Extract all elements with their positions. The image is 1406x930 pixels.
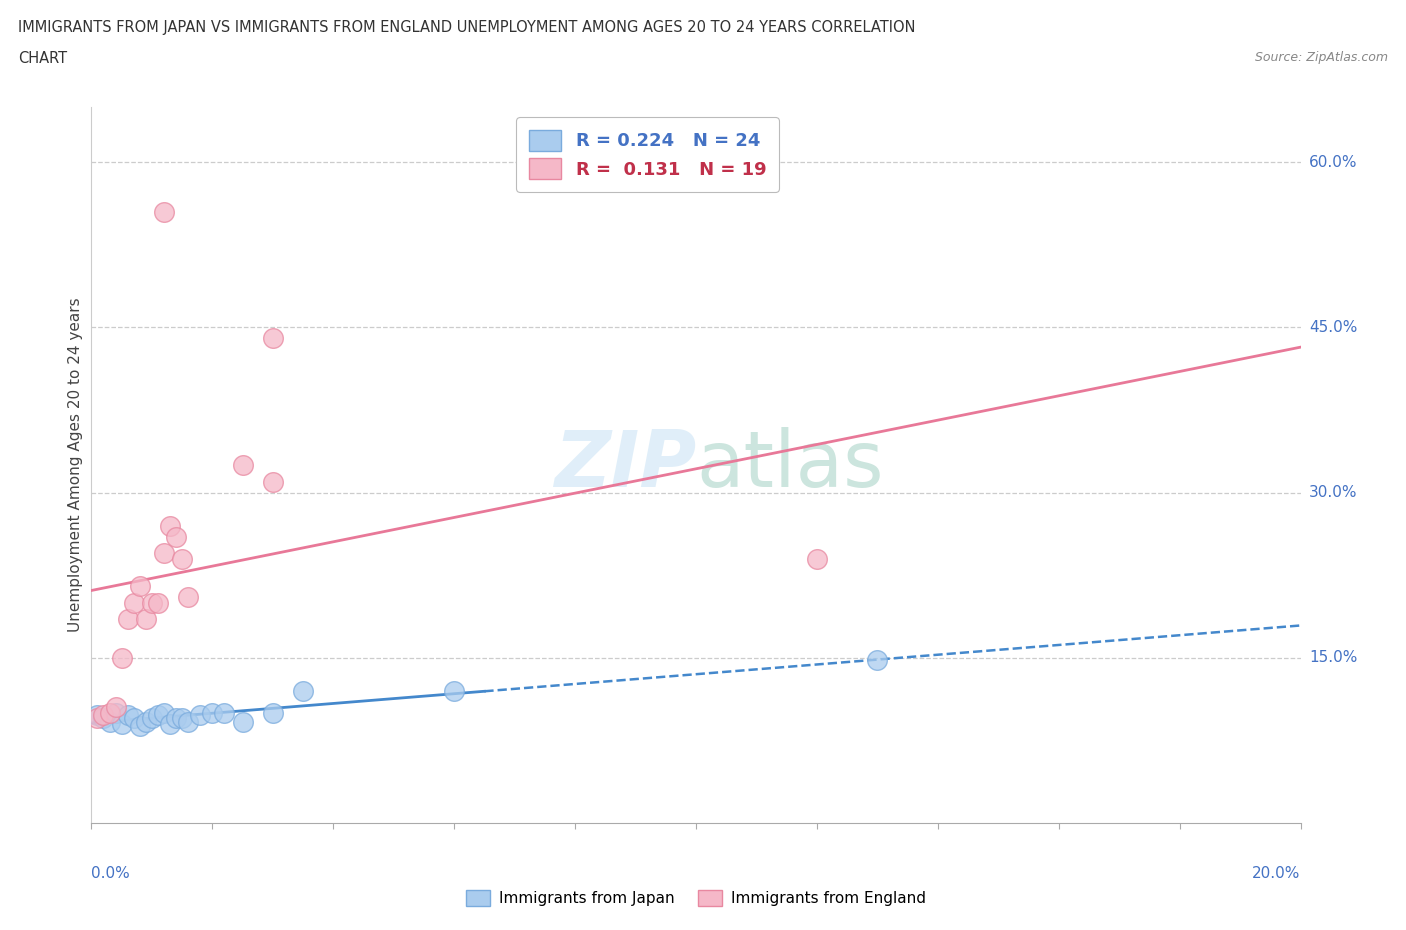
Point bbox=[443, 684, 465, 698]
Text: IMMIGRANTS FROM JAPAN VS IMMIGRANTS FROM ENGLAND UNEMPLOYMENT AMONG AGES 20 TO 2: IMMIGRANTS FROM JAPAN VS IMMIGRANTS FROM… bbox=[18, 20, 915, 35]
Point bbox=[122, 711, 145, 725]
Text: 0.0%: 0.0% bbox=[91, 866, 131, 881]
Point bbox=[201, 706, 224, 721]
Point bbox=[806, 551, 828, 566]
Point bbox=[86, 708, 108, 723]
Point bbox=[135, 612, 157, 627]
Text: ZIP: ZIP bbox=[554, 427, 696, 503]
Text: 60.0%: 60.0% bbox=[1309, 154, 1358, 169]
Point bbox=[153, 706, 176, 721]
Point bbox=[231, 458, 253, 472]
Point bbox=[128, 578, 150, 593]
Point bbox=[111, 716, 132, 731]
Point bbox=[117, 708, 139, 723]
Point bbox=[177, 714, 200, 729]
Point bbox=[98, 706, 121, 721]
Point bbox=[262, 474, 284, 489]
Point bbox=[153, 546, 176, 561]
Point bbox=[866, 653, 889, 668]
Point bbox=[93, 711, 115, 725]
Point bbox=[146, 595, 169, 610]
Point bbox=[159, 518, 181, 533]
Point bbox=[172, 711, 194, 725]
Text: 15.0%: 15.0% bbox=[1309, 650, 1357, 665]
Point bbox=[165, 711, 187, 725]
Point bbox=[159, 716, 181, 731]
Text: 45.0%: 45.0% bbox=[1309, 320, 1357, 335]
Point bbox=[141, 595, 163, 610]
Point bbox=[98, 714, 121, 729]
Point bbox=[128, 719, 150, 734]
Y-axis label: Unemployment Among Ages 20 to 24 years: Unemployment Among Ages 20 to 24 years bbox=[67, 298, 83, 632]
Point bbox=[292, 684, 315, 698]
Text: 30.0%: 30.0% bbox=[1309, 485, 1358, 500]
Point bbox=[146, 708, 169, 723]
Point bbox=[262, 331, 284, 346]
Point bbox=[141, 711, 163, 725]
Point bbox=[177, 590, 200, 604]
Text: 20.0%: 20.0% bbox=[1253, 866, 1301, 881]
Point bbox=[111, 650, 132, 665]
Point bbox=[165, 529, 187, 544]
Legend: Immigrants from Japan, Immigrants from England: Immigrants from Japan, Immigrants from E… bbox=[460, 884, 932, 912]
Point bbox=[188, 708, 211, 723]
Point bbox=[117, 612, 139, 627]
Text: atlas: atlas bbox=[696, 427, 883, 503]
Point bbox=[231, 714, 253, 729]
Text: Source: ZipAtlas.com: Source: ZipAtlas.com bbox=[1254, 51, 1388, 64]
Point bbox=[122, 595, 145, 610]
Point bbox=[172, 551, 194, 566]
Point bbox=[214, 706, 236, 721]
Point bbox=[262, 706, 284, 721]
Point bbox=[86, 711, 108, 725]
Point bbox=[153, 205, 176, 219]
Text: CHART: CHART bbox=[18, 51, 67, 66]
Point bbox=[104, 706, 127, 721]
Point bbox=[135, 714, 157, 729]
Point bbox=[104, 700, 127, 715]
Point bbox=[93, 708, 115, 723]
